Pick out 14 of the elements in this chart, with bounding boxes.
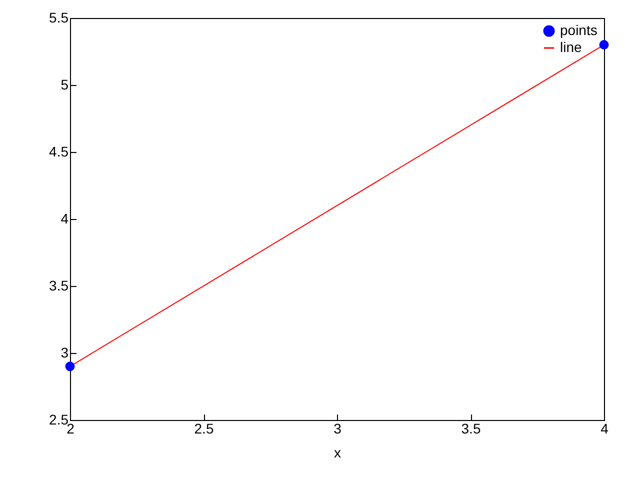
x-tick-label: 2.5: [194, 420, 214, 436]
y-tick-label: 4: [60, 210, 69, 226]
x-tick-label: 4: [600, 420, 609, 436]
legend-label: points: [560, 22, 598, 38]
y-tick-label: 3: [60, 344, 69, 360]
y-tick-label: 3.5: [49, 278, 69, 294]
y-tick-label: 4.5: [49, 144, 69, 160]
x-axis-title: x: [334, 444, 341, 460]
y-tick-label: 5.5: [49, 10, 69, 26]
x-tick-label: 3: [334, 420, 342, 436]
x-tick-label: 2: [66, 420, 75, 436]
x-tick-label: 3.5: [461, 420, 481, 436]
y-tick-label: 5: [60, 76, 69, 92]
legend-label: line: [560, 39, 582, 55]
